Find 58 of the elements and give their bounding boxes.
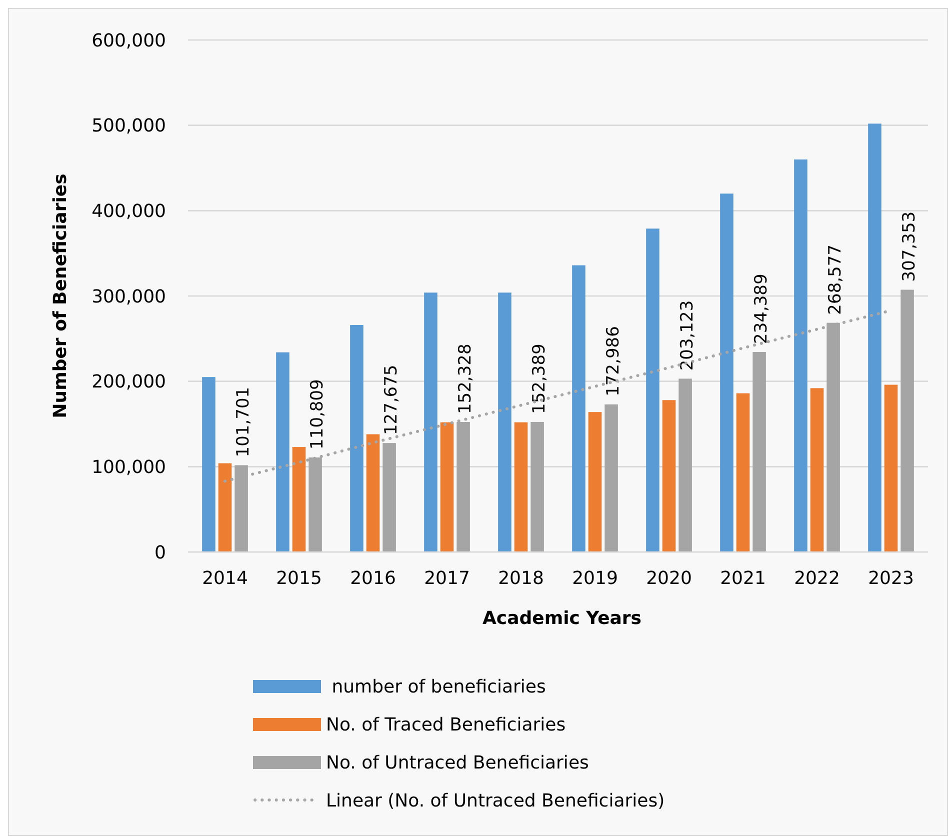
bar: [736, 393, 750, 552]
y-tick-label: 600,000: [92, 30, 166, 52]
data-label: 307,353: [899, 211, 920, 282]
data-label: 203,123: [677, 300, 698, 371]
data-label: 268,577: [825, 244, 846, 315]
x-tick-label: 2019: [572, 568, 618, 589]
bar: [350, 325, 364, 552]
x-tick-label: 2014: [202, 568, 248, 589]
bar: [498, 292, 512, 552]
x-axis-title: Academic Years: [482, 608, 642, 629]
x-tick-label: 2017: [424, 568, 470, 589]
x-tick-label: 2023: [868, 568, 914, 589]
bar: [424, 292, 438, 552]
data-label: 234,389: [751, 274, 772, 344]
bar: [514, 422, 528, 552]
bar: [604, 404, 618, 552]
x-tick-label: 2018: [498, 568, 544, 589]
bar: [678, 378, 692, 552]
data-label: 110,809: [307, 379, 328, 450]
bar: [276, 352, 290, 552]
bar: [794, 159, 808, 552]
data-label: 101,701: [233, 386, 254, 458]
bar: [810, 388, 824, 552]
x-tick-label: 2020: [646, 568, 692, 589]
y-tick-label: 500,000: [92, 116, 166, 137]
y-tick-label: 300,000: [92, 286, 166, 308]
x-tick-label: 2021: [720, 568, 766, 589]
bar: [572, 265, 586, 552]
x-tick-label: 2015: [276, 568, 322, 589]
bar: [366, 434, 380, 552]
data-label: 127,675: [381, 364, 402, 436]
y-tick-label: 0: [154, 542, 166, 564]
bar: [440, 422, 454, 552]
y-tick-label: 400,000: [92, 200, 166, 222]
x-tick-label: 2016: [350, 568, 396, 589]
bar: [868, 124, 882, 552]
legend-label: number of beneficiaries: [326, 676, 546, 698]
data-label: 152,389: [529, 344, 550, 414]
bar: [720, 194, 734, 552]
bar: [588, 412, 602, 552]
bar: [900, 290, 914, 552]
y-tick-label: 100,000: [92, 456, 166, 478]
bar: [752, 352, 766, 552]
bar: [218, 463, 232, 552]
y-axis-title: Number of Beneficiaries: [50, 174, 71, 418]
legend-label: No. of Untraced Beneficiaries: [326, 752, 589, 774]
data-label: 172,986: [603, 326, 624, 396]
data-label: 152,328: [455, 344, 476, 414]
bar: [530, 422, 544, 552]
x-tick-label: 2022: [794, 568, 840, 589]
bar: [646, 228, 660, 552]
legend-label: No. of Traced Beneficiaries: [326, 714, 566, 736]
y-tick-label: 200,000: [92, 372, 166, 393]
bar: [884, 384, 898, 552]
bar: [292, 447, 306, 552]
legend-label: Linear (No. of Untraced Beneficiaries): [326, 790, 665, 812]
bar: [202, 377, 216, 552]
bar: [662, 400, 676, 552]
